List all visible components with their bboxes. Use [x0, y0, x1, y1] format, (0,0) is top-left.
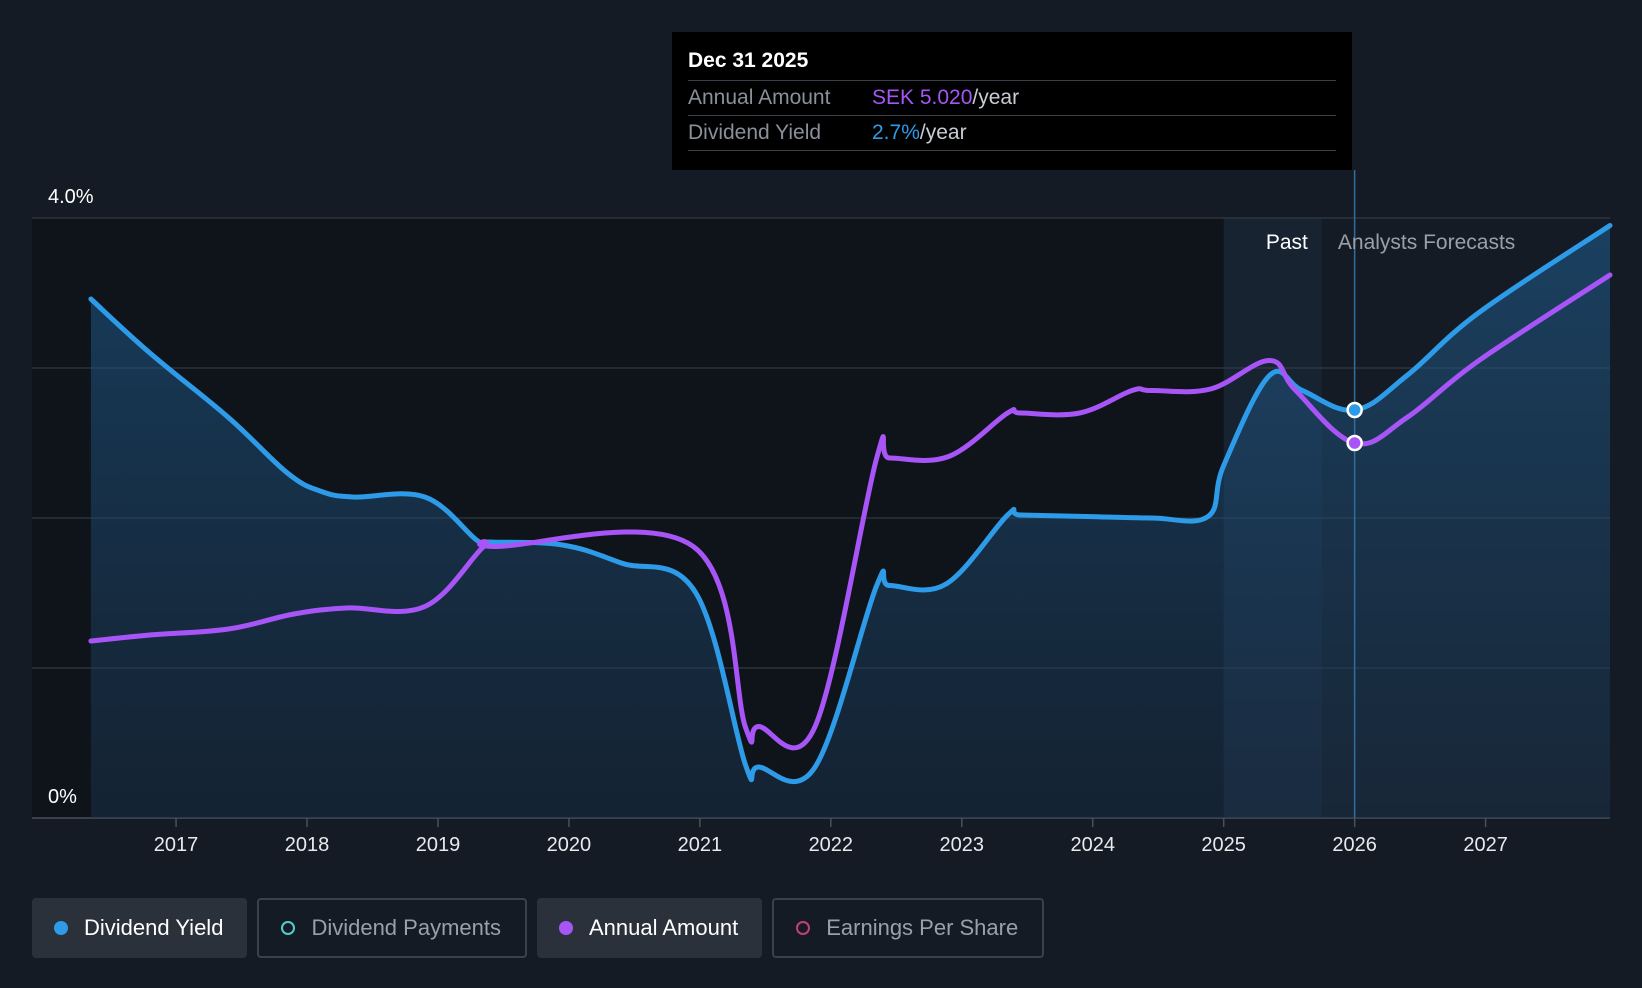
x-tick-label: 2026 [1332, 834, 1377, 856]
legend-dot-icon [558, 921, 573, 935]
tooltip-row-annual-amount: Annual Amount SEK 5.020 /year [688, 81, 1336, 116]
x-tick-label: 2024 [1070, 834, 1115, 856]
y-tick-label-top: 4.0% [48, 186, 94, 208]
x-tick-label: 2027 [1463, 834, 1508, 856]
x-tick-label: 2018 [285, 834, 330, 856]
chart-tooltip: Dec 31 2025 Annual Amount SEK 5.020 /yea… [672, 32, 1352, 170]
legend-label: Dividend Yield [84, 915, 224, 940]
tooltip-value: 2.7% [872, 121, 920, 144]
dividend-yield-area [90, 225, 1610, 818]
x-axis: 2017 2018 2019 2020 2021 2022 2023 2024 2025 2026… [154, 818, 1508, 856]
y-tick-label-bottom: 0% [48, 786, 77, 808]
x-tick-label: 2021 [678, 834, 723, 856]
legend-dot-icon [281, 921, 296, 935]
legend-dividend-yield[interactable]: Dividend Yield [32, 898, 248, 958]
annual-amount-point[interactable] [1346, 434, 1363, 452]
annual-amount-line [88, 272, 1613, 751]
x-tick-label: 2023 [940, 834, 985, 856]
tooltip-unit: /year [919, 121, 967, 144]
legend-earnings-per-share[interactable]: Earnings Per Share [772, 898, 1045, 958]
x-tick-label: 2019 [416, 834, 461, 856]
legend-dividend-payments[interactable]: Dividend Payments [257, 898, 527, 958]
dividend-yield-point[interactable] [1346, 401, 1363, 419]
x-tick-label: 2020 [547, 834, 592, 856]
chart-legend: Dividend Yield Dividend Payments Annual … [32, 898, 1045, 958]
tooltip-label: Dividend Yield [688, 121, 822, 144]
tooltip-date: Dec 31 2025 [688, 46, 1336, 81]
tooltip-value: SEK 5.020 [872, 86, 973, 109]
legend-label: Dividend Payments [311, 915, 501, 940]
x-tick-label: 2017 [154, 834, 199, 856]
x-tick-label: 2025 [1201, 834, 1246, 856]
tooltip-label: Annual Amount [688, 86, 831, 109]
legend-annual-amount[interactable]: Annual Amount [536, 898, 763, 958]
legend-dot-icon [54, 921, 68, 935]
legend-label: Earnings Per Share [826, 915, 1019, 940]
tooltip-unit: /year [972, 86, 1020, 109]
legend-label: Annual Amount [588, 915, 739, 940]
legend-dot-icon [796, 921, 811, 935]
x-tick-label: 2022 [809, 834, 854, 856]
tooltip-row-dividend-yield: Dividend Yield 2.7% /year [688, 116, 1336, 151]
dividend-yield-line [88, 223, 1613, 784]
forecast-label: Analysts Forecasts [1338, 231, 1515, 254]
past-label: Past [1266, 231, 1308, 254]
